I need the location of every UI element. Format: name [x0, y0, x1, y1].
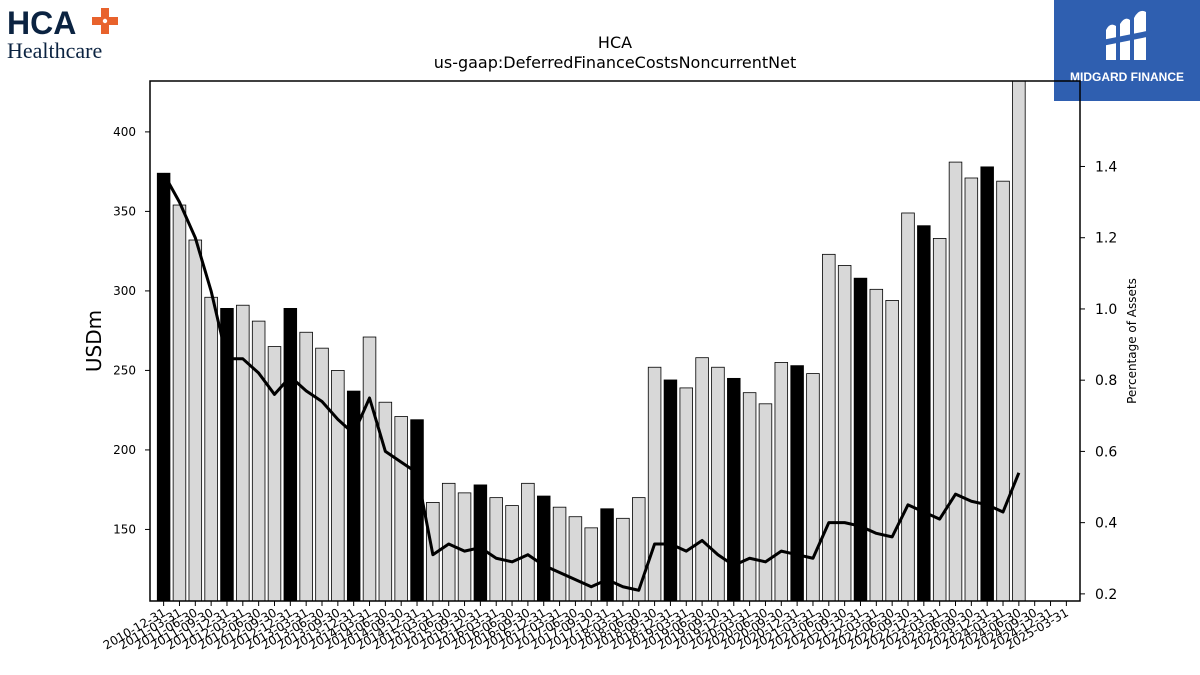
y2-tick-label: 0.6 [1095, 444, 1117, 460]
bar [869, 288, 884, 602]
bar [964, 177, 979, 602]
logo-line2: Healthcare [7, 38, 102, 63]
bar [996, 180, 1010, 602]
bar [758, 403, 773, 602]
bar [267, 346, 282, 602]
bar [632, 497, 646, 602]
midgard-emblem-icon [1102, 10, 1152, 61]
bar [774, 362, 789, 602]
y-tick-label: 400 [113, 125, 136, 139]
bar [917, 225, 931, 602]
bar [251, 320, 266, 602]
bar [679, 387, 693, 602]
y-tick-label: 300 [113, 284, 136, 298]
bar [584, 527, 598, 602]
bar [552, 506, 567, 602]
bar [172, 204, 187, 602]
bar [901, 212, 915, 602]
bar [790, 365, 804, 602]
y-tick-label: 350 [113, 204, 136, 218]
bar [837, 265, 852, 602]
bar [1012, 80, 1026, 602]
bar [283, 307, 298, 602]
bar [806, 373, 820, 602]
hca-healthcare-logo: HCA Healthcare [6, 4, 136, 64]
plot-frame [149, 80, 1081, 602]
y2-tick-label: 0.2 [1095, 587, 1117, 603]
bar [932, 238, 947, 602]
bar [980, 166, 994, 602]
bar [885, 300, 899, 602]
y2-tick-label: 1.4 [1095, 159, 1117, 175]
midgard-wordmark: MIDGARD FINANCE [1070, 70, 1184, 84]
bar [822, 253, 836, 602]
y-tick-label: 200 [113, 443, 136, 457]
bar [315, 347, 329, 602]
y2-axis-label: Percentage of Assets [1125, 278, 1139, 404]
bar [489, 497, 503, 602]
bar [362, 336, 377, 602]
bar [394, 416, 408, 602]
logo-line1: HCA [7, 5, 76, 41]
bar [711, 366, 725, 602]
bar [457, 492, 472, 602]
bar [600, 508, 614, 602]
bar [299, 331, 313, 602]
bar [537, 495, 551, 602]
bar [663, 379, 678, 602]
bar [853, 277, 868, 602]
bar [236, 304, 250, 602]
bar [441, 482, 456, 602]
bar [331, 370, 345, 602]
bar [742, 392, 757, 602]
bar [410, 419, 424, 602]
bar [505, 505, 519, 602]
plus-cross-icon [92, 8, 118, 34]
bar [188, 239, 203, 602]
bar [948, 161, 963, 602]
bar [647, 366, 662, 602]
y-tick-label: 150 [113, 522, 136, 536]
bar [473, 484, 488, 602]
y2-tick-label: 0.8 [1095, 373, 1117, 389]
bar [204, 296, 218, 602]
percent-of-assets-line [162, 172, 1021, 592]
chart-subtitle: us-gaap:DeferredFinanceCostsNoncurrentNe… [434, 53, 797, 72]
bar [695, 357, 709, 602]
y2-tick-label: 1.0 [1095, 302, 1117, 318]
midgard-finance-logo: MIDGARD FINANCE [1054, 0, 1200, 101]
y-axis-label: USDm [82, 310, 106, 372]
chart-title: HCA [598, 33, 632, 52]
y-tick-label: 250 [113, 363, 136, 377]
bar [521, 482, 535, 602]
y2-tick-label: 0.4 [1095, 516, 1117, 532]
bar [568, 516, 583, 602]
bar [727, 377, 741, 602]
bar [156, 172, 171, 602]
y2-tick-label: 1.2 [1095, 231, 1117, 247]
